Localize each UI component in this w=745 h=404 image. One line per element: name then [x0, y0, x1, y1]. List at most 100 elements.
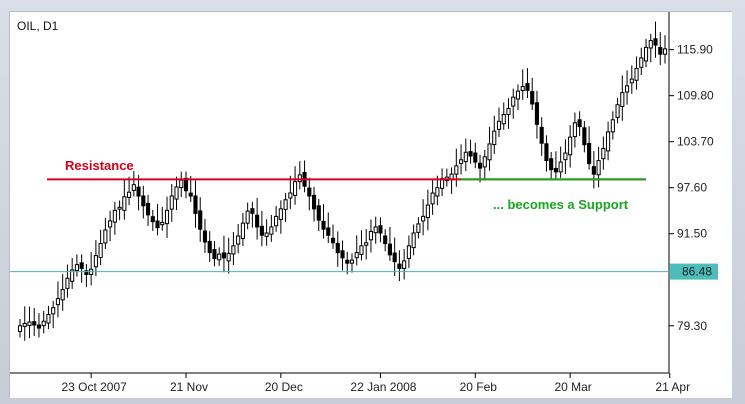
candle-body: [278, 208, 283, 220]
candle: [74, 254, 79, 277]
candle: [221, 235, 226, 273]
y-tick-label: 115.90: [677, 43, 713, 57]
candle: [482, 149, 487, 180]
candle-body: [283, 199, 288, 210]
candle-body: [634, 67, 639, 81]
candle-body: [236, 235, 241, 245]
chart-background: [10, 12, 732, 398]
candle-body: [468, 151, 473, 157]
candle-body: [378, 225, 383, 234]
candle-body: [416, 223, 421, 233]
candle: [202, 219, 208, 254]
candle: [662, 35, 668, 64]
candle-body: [601, 147, 606, 160]
candle: [103, 217, 108, 249]
candle-body: [606, 131, 611, 152]
candle-body: [74, 264, 79, 272]
candle-body: [17, 325, 23, 332]
candle-body: [293, 181, 298, 196]
candle: [41, 310, 46, 334]
current-price-label: 86.48: [682, 265, 712, 279]
candle: [515, 84, 521, 110]
candle: [378, 217, 383, 243]
candle: [539, 117, 544, 156]
chart-window: OIL, D1 23 Oct 2007 21 Nov 20 Dec 22 Jan 20…: [9, 11, 732, 398]
candle-body: [596, 160, 601, 176]
candle-body: [544, 143, 549, 162]
candle: [520, 69, 525, 100]
candle: [496, 107, 502, 138]
price-chart: OIL, D1 23 Oct 2007 21 Nov 20 Dec 22 Jan 20…: [10, 12, 732, 398]
candle-body: [240, 222, 245, 239]
candle: [582, 121, 587, 153]
candle: [553, 151, 558, 180]
symbol-timeframe-label: OIL, D1: [17, 19, 59, 33]
candle-body: [506, 107, 511, 116]
candle: [402, 248, 407, 280]
candles: [17, 21, 668, 341]
candle-body: [477, 162, 483, 169]
candle-body: [473, 152, 478, 163]
candle: [392, 237, 397, 276]
candle: [164, 196, 170, 238]
candle-body: [65, 277, 70, 289]
candle-body: [259, 225, 264, 236]
candle-body: [41, 320, 46, 327]
candle: [212, 241, 217, 267]
candle-body: [255, 214, 260, 228]
candle-body: [459, 159, 464, 164]
candle-body: [591, 166, 596, 175]
candle-body: [639, 57, 644, 68]
candle: [193, 180, 198, 228]
candle-body: [46, 313, 51, 324]
candle: [620, 75, 625, 121]
candle-body: [112, 209, 117, 223]
candle-body: [501, 114, 506, 125]
candle-body: [582, 127, 587, 146]
candle: [240, 212, 245, 247]
candle-body: [629, 78, 634, 84]
candle: [563, 139, 568, 174]
candle-body: [145, 202, 151, 216]
candle-body: [368, 230, 374, 241]
candle: [311, 186, 317, 222]
candle-body: [183, 177, 189, 192]
candle-body: [648, 40, 653, 49]
candle: [98, 229, 103, 266]
candle: [335, 231, 340, 267]
candle: [122, 179, 127, 220]
candle: [601, 136, 606, 170]
candle-body: [558, 161, 563, 173]
candle-body: [103, 229, 108, 244]
candle: [468, 139, 473, 164]
candle: [359, 230, 364, 261]
candle: [136, 175, 141, 211]
candle-body: [307, 187, 312, 197]
candle-body: [127, 191, 132, 198]
x-tick-label: 20 Mar: [554, 380, 591, 394]
y-axis-labels: 115.90 109.80 103.70 97.60 91.50 79.30: [669, 43, 714, 333]
candle-body: [534, 102, 540, 125]
candle: [32, 307, 37, 337]
candle: [278, 200, 283, 234]
candle: [36, 313, 42, 338]
candle: [307, 177, 312, 211]
candle: [487, 126, 492, 171]
candle: [274, 206, 279, 232]
candle: [383, 229, 388, 252]
candle: [321, 204, 326, 239]
candle-body: [117, 206, 122, 210]
candle-body: [212, 249, 217, 260]
candle: [544, 135, 549, 172]
candle-body: [411, 232, 416, 249]
candle-body: [250, 208, 255, 214]
candle: [406, 235, 411, 268]
candle-body: [32, 321, 37, 326]
candle-body: [321, 220, 326, 230]
candle: [591, 151, 596, 189]
candle-body: [572, 122, 577, 138]
x-axis-labels: 23 Oct 2007 21 Nov 20 Dec 22 Jan 2008 20 Feb…: [61, 373, 690, 394]
candle-body: [122, 196, 127, 211]
candle-body: [202, 230, 208, 243]
